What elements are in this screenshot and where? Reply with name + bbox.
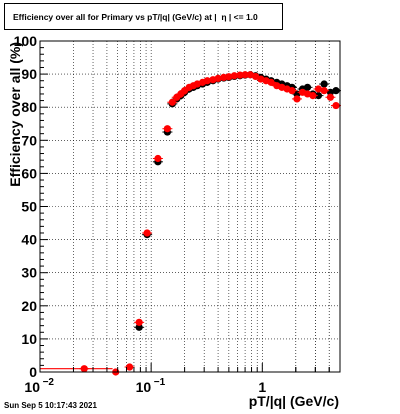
y-tick-label: 0 — [29, 364, 37, 380]
data-point-red — [168, 98, 176, 106]
data-point-black — [303, 83, 312, 91]
data-point-red — [143, 229, 151, 237]
y-tick-label: 80 — [21, 99, 37, 115]
y-axis-label: Efficiency over all (%) — [7, 42, 23, 187]
chart-title-box: Efficiency over all for Primary vs pT/|q… — [4, 3, 283, 30]
data-point-red — [214, 74, 222, 83]
x-axis-label: pT/|q| (GeV/c) — [249, 393, 339, 409]
data-point-red — [135, 318, 143, 326]
data-point-red — [241, 71, 249, 79]
y-tick-label: 60 — [21, 165, 37, 181]
data-point-red — [332, 101, 340, 110]
data-point-red — [163, 125, 171, 133]
data-point-red — [309, 92, 317, 100]
x-tick-label: 10 — [136, 379, 152, 395]
y-tick-label: 70 — [21, 132, 37, 148]
data-point-red — [203, 77, 211, 85]
x-tick-label: 1 — [258, 379, 266, 395]
data-point-red — [288, 87, 296, 95]
chart-title: Efficiency over all for Primary vs pT/|q… — [13, 12, 258, 22]
x-tick-label-exponent: −1 — [154, 377, 166, 388]
data-point-red — [225, 73, 233, 81]
y-tick-label: 100 — [14, 33, 38, 49]
data-point-red — [230, 72, 238, 80]
x-tick-label-exponent: −2 — [43, 377, 55, 388]
grid — [40, 41, 340, 372]
data-point-red — [154, 154, 162, 163]
x-tick-label: 10 — [24, 379, 40, 395]
data-point-black — [320, 80, 328, 88]
y-tick-label: 90 — [21, 66, 37, 82]
data-point-black — [314, 92, 323, 100]
timestamp: Sun Sep 5 10:17:43 2021 — [4, 401, 97, 410]
y-tick-label: 10 — [21, 331, 37, 347]
data-point-red — [293, 95, 301, 103]
y-tick-label: 20 — [21, 298, 37, 314]
y-tick-label: 40 — [21, 232, 37, 248]
y-tick-label: 50 — [21, 199, 37, 215]
data-point-black — [332, 87, 340, 95]
data-point-red — [126, 363, 134, 371]
data-points — [40, 71, 341, 376]
y-tick-label: 30 — [21, 265, 37, 281]
data-point-red — [320, 87, 328, 95]
data-point-red — [326, 93, 335, 101]
data-point-red — [267, 78, 275, 86]
data-point-black — [135, 323, 143, 331]
